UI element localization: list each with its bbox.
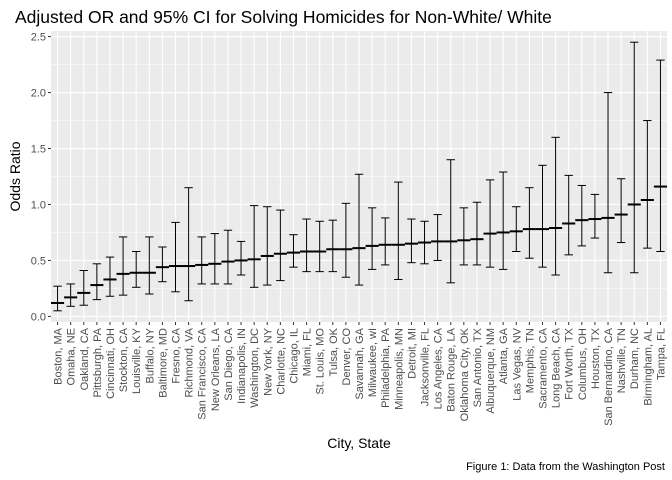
x-tick-label: New Orleans, LA <box>210 327 222 411</box>
x-tick-label: Chicago, IL <box>288 328 300 384</box>
x-tick-label: Charlotte, NC <box>275 328 287 395</box>
x-tick-label: Denver, CO <box>341 328 353 386</box>
y-tick-label: 1.0 <box>31 199 46 211</box>
x-tick-label: Fresno, CA <box>171 327 183 383</box>
x-tick-label: Richmond, VA <box>184 327 196 397</box>
x-tick-label: New York, NY <box>262 327 274 396</box>
x-tick-label: Omaha, NE <box>66 328 78 385</box>
x-tick-label: Baltimore, MD <box>157 328 169 398</box>
x-tick-label: Oakland, CA <box>79 327 91 390</box>
x-tick-label: San Bernardino, CA <box>603 327 615 425</box>
x-tick-label: Sacramento, CA <box>537 327 549 408</box>
x-tick-label: Buffalo, NY <box>144 327 156 383</box>
y-tick-label: 0.0 <box>31 311 46 323</box>
x-tick-label: San Diego, CA <box>223 327 235 400</box>
x-tick-label: Stockton, CA <box>118 327 130 392</box>
y-tick-label: 2.0 <box>31 88 46 100</box>
chart-title: Adjusted OR and 95% CI for Solving Homic… <box>15 7 552 27</box>
x-tick-label: Milwaukee, wI <box>367 328 379 397</box>
x-tick-label: Miami, FL <box>302 328 314 376</box>
error-bars <box>51 41 667 312</box>
x-tick-label: Jacksonville, FL <box>420 328 432 406</box>
y-tick-label: 1.5 <box>31 144 46 156</box>
x-tick-label: Long Beach, CA <box>551 327 563 408</box>
x-tick-label: Philadelphia, PA <box>380 327 392 408</box>
x-tick-label: Cincinnati, OH <box>105 328 117 399</box>
x-tick-label: Indianapolis, IN <box>236 328 248 404</box>
x-tick-label: Oklahoma City, OK <box>459 327 471 421</box>
x-tick-label: Albuquerque, NM <box>485 328 497 414</box>
y-tick-label: 0.5 <box>31 255 46 267</box>
y-tick-label: 2.5 <box>31 32 46 44</box>
x-tick-label: Boston, MA <box>53 327 65 385</box>
x-tick-label: Tampa, FL <box>655 328 667 380</box>
x-tick-label: Louisville, KY <box>131 327 143 394</box>
x-tick-label: Durham, NC <box>629 328 641 389</box>
x-tick-label: Savannah, GA <box>354 327 366 399</box>
x-tick-label: Fort Worth, TX <box>564 327 576 399</box>
x-tick-label: San Francisco, CA <box>197 327 209 419</box>
x-tick-label: Las Vegas, NV <box>511 327 523 400</box>
y-axis-title: Odds Ratio <box>7 141 23 211</box>
x-tick-label: Baton Rouge, LA <box>446 327 458 411</box>
chart-caption: Figure 1: Data from the Washington Post <box>466 461 665 473</box>
x-tick-label: Memphis, TN <box>524 328 536 393</box>
x-tick-label: Nashville, TN <box>616 328 628 393</box>
x-tick-label: Houston, TX <box>590 327 602 389</box>
x-tick-label: Tulsa, OK <box>328 327 340 376</box>
x-tick-label: Birmingham, AL <box>642 328 654 406</box>
x-tick-label: Detroit, MI <box>406 328 418 379</box>
x-tick-label: Pittsburgh, PA <box>92 327 104 397</box>
y-axis-ticks: 0.0 0.5 1.0 1.5 2.0 2.5 <box>31 32 51 323</box>
x-tick-label: St. Louis, MO <box>315 328 327 395</box>
x-tick-label: Atlanta, GA <box>498 327 510 384</box>
x-tick-label: Los Angeles, CA <box>433 327 445 409</box>
x-axis-title: City, State <box>327 435 391 451</box>
x-tick-label: San Antonio, TX <box>472 327 484 407</box>
x-axis-ticks: Boston, MA Omaha, NE Oakland, CA Pittsburgh… <box>53 322 667 426</box>
x-tick-label: Washington, DC <box>249 328 261 408</box>
x-tick-label: Minneapolis, MN <box>393 328 405 410</box>
x-tick-label: Columbus, OH <box>577 328 589 400</box>
